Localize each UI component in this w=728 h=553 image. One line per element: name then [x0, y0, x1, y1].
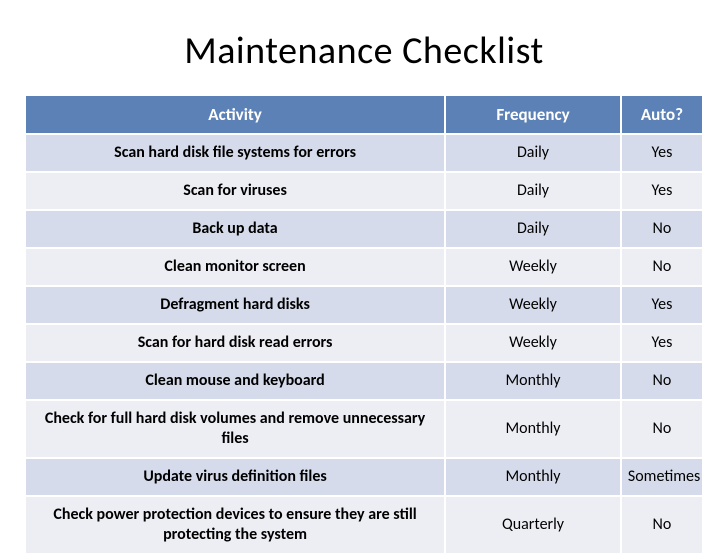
col-header-activity: Activity	[26, 96, 445, 134]
table-row: Defragment hard disksWeeklyYes	[26, 286, 702, 324]
cell-activity: Back up data	[26, 210, 445, 248]
cell-activity: Scan for hard disk read errors	[26, 324, 445, 362]
cell-frequency: Monthly	[445, 458, 621, 496]
cell-frequency: Weekly	[445, 248, 621, 286]
table-row: Clean monitor screenWeeklyNo	[26, 248, 702, 286]
table-row: Check for full hard disk volumes and rem…	[26, 400, 702, 458]
cell-auto: No	[621, 248, 702, 286]
checklist-table: Activity Frequency Auto? Scan hard disk …	[26, 96, 702, 553]
cell-auto: Sometimes	[621, 458, 702, 496]
cell-activity: Scan for viruses	[26, 172, 445, 210]
cell-activity: Clean monitor screen	[26, 248, 445, 286]
cell-auto: No	[621, 362, 702, 400]
cell-activity: Defragment hard disks	[26, 286, 445, 324]
table-row: Update virus definition filesMonthlySome…	[26, 458, 702, 496]
cell-auto: Yes	[621, 324, 702, 362]
cell-auto: Yes	[621, 134, 702, 172]
slide-container: Maintenance Checklist Activity Frequency…	[0, 0, 728, 546]
page-title: Maintenance Checklist	[26, 28, 702, 74]
table-row: Back up dataDailyNo	[26, 210, 702, 248]
cell-auto: No	[621, 210, 702, 248]
cell-auto: No	[621, 496, 702, 553]
cell-frequency: Weekly	[445, 324, 621, 362]
table-row: Scan for virusesDailyYes	[26, 172, 702, 210]
cell-activity: Scan hard disk file systems for errors	[26, 134, 445, 172]
cell-activity: Update virus definition files	[26, 458, 445, 496]
cell-frequency: Daily	[445, 210, 621, 248]
table-row: Check power protection devices to ensure…	[26, 496, 702, 553]
table-row: Clean mouse and keyboardMonthlyNo	[26, 362, 702, 400]
table-row: Scan for hard disk read errorsWeeklyYes	[26, 324, 702, 362]
col-header-frequency: Frequency	[445, 96, 621, 134]
cell-auto: Yes	[621, 286, 702, 324]
table-header-row: Activity Frequency Auto?	[26, 96, 702, 134]
cell-frequency: Monthly	[445, 400, 621, 458]
cell-frequency: Daily	[445, 134, 621, 172]
cell-frequency: Daily	[445, 172, 621, 210]
table-row: Scan hard disk file systems for errorsDa…	[26, 134, 702, 172]
cell-auto: Yes	[621, 172, 702, 210]
col-header-auto: Auto?	[621, 96, 702, 134]
cell-auto: No	[621, 400, 702, 458]
cell-frequency: Weekly	[445, 286, 621, 324]
cell-frequency: Monthly	[445, 362, 621, 400]
cell-activity: Clean mouse and keyboard	[26, 362, 445, 400]
cell-frequency: Quarterly	[445, 496, 621, 553]
cell-activity: Check power protection devices to ensure…	[26, 496, 445, 553]
cell-activity: Check for full hard disk volumes and rem…	[26, 400, 445, 458]
